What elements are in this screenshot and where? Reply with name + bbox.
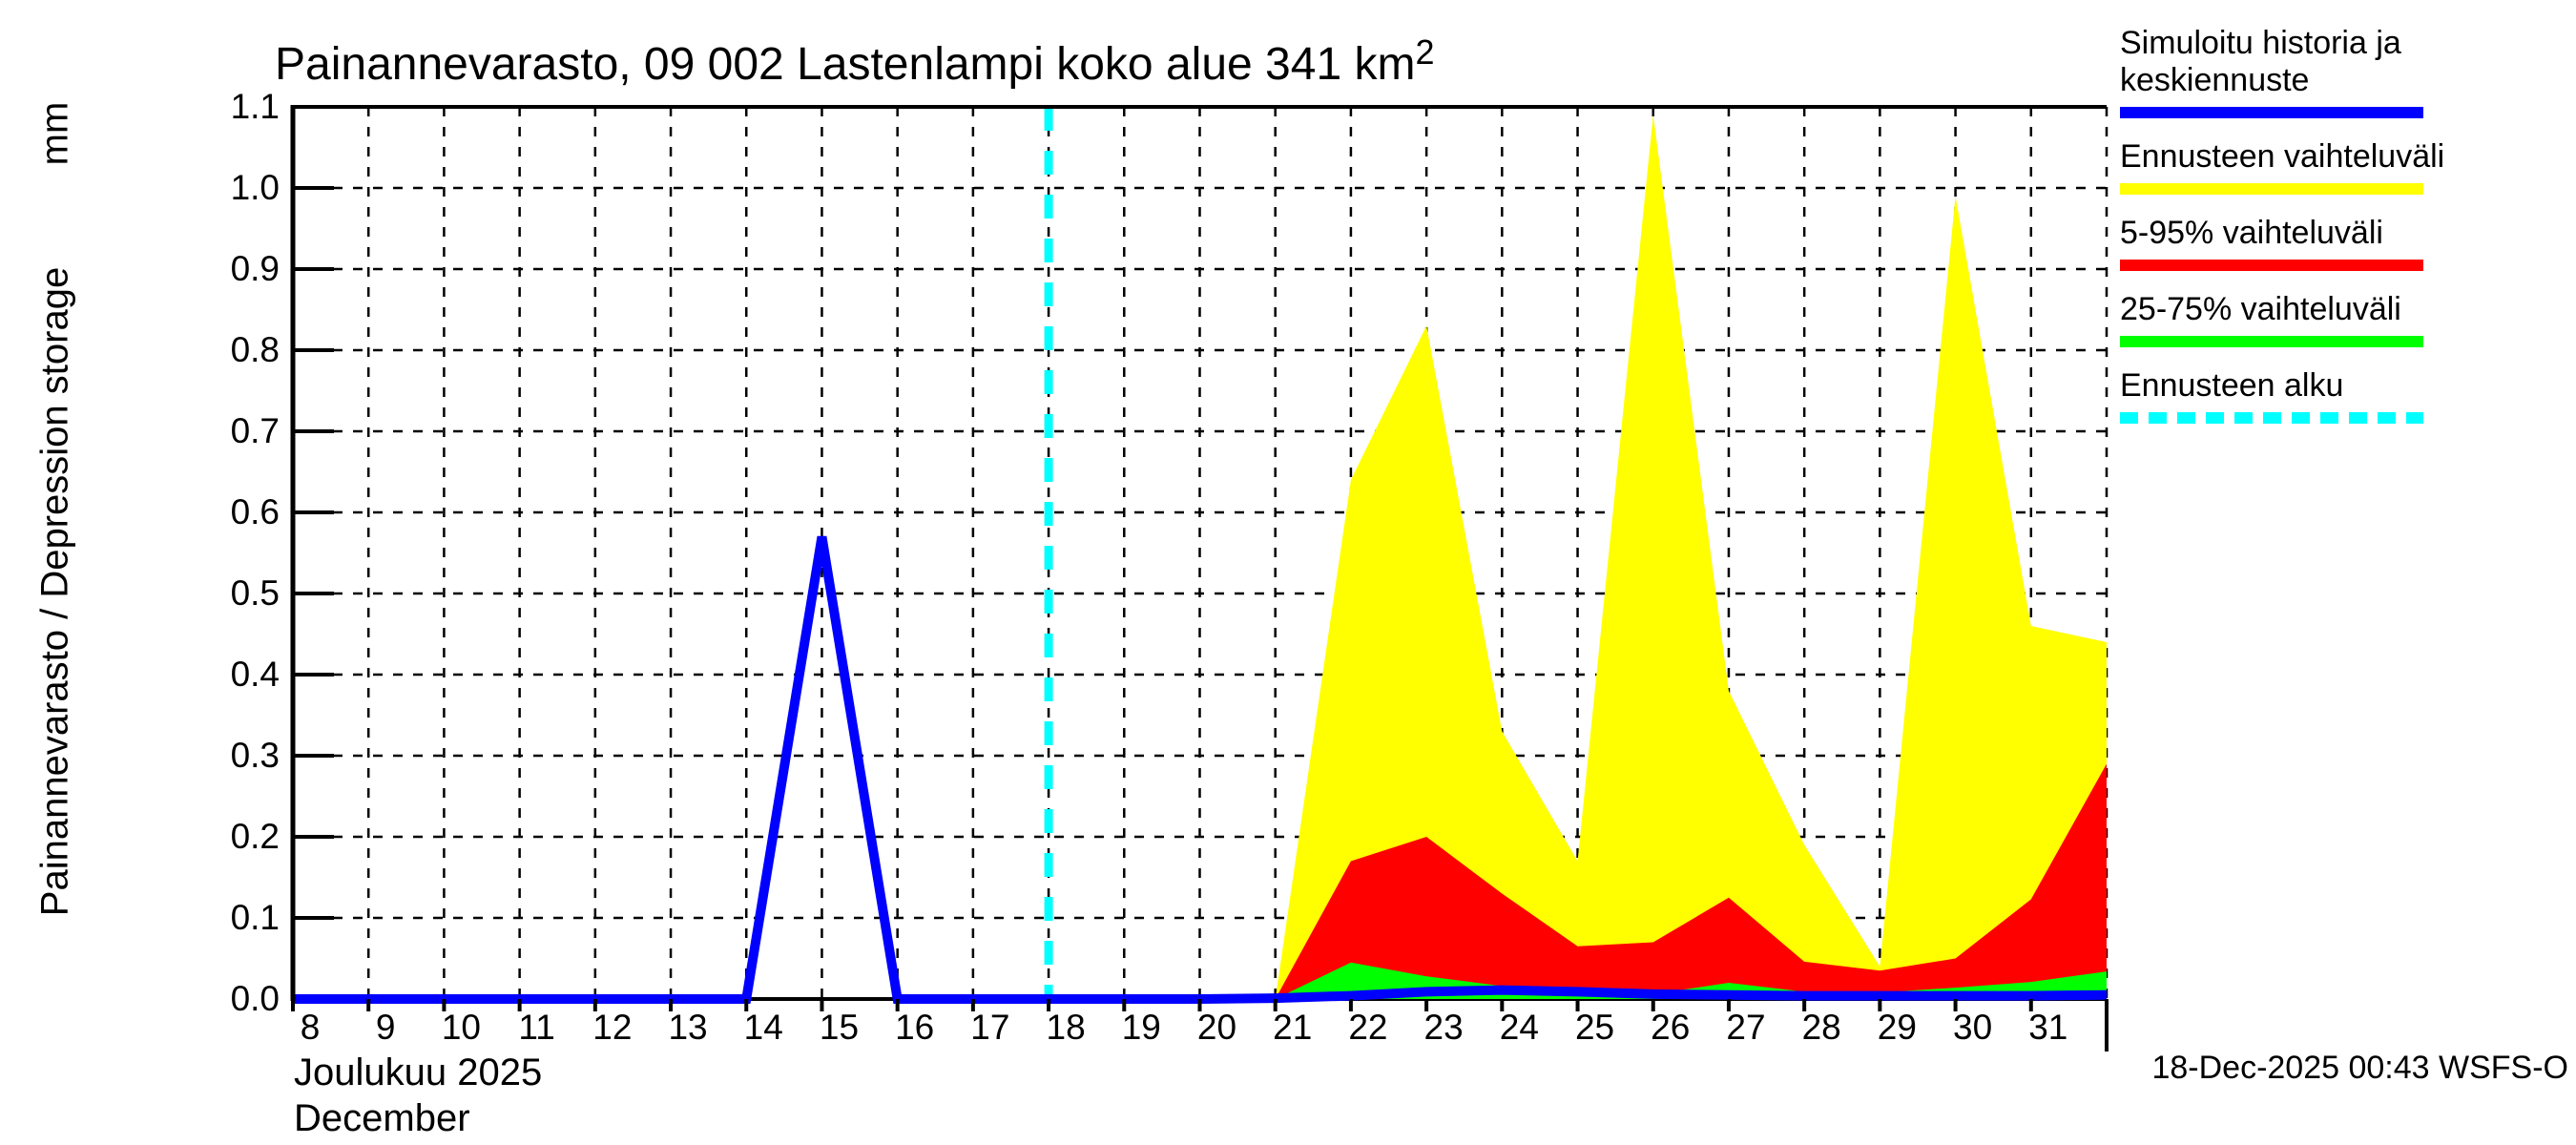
x-tick-label: 20 [1196, 1008, 1237, 1047]
x-tick-label: 24 [1499, 1008, 1539, 1047]
x-tick-label: 19 [1121, 1008, 1161, 1047]
legend-item-label: Ennusteen vaihteluväli [2120, 138, 2445, 175]
x-tick-label: 18 [1046, 1008, 1086, 1047]
x-tick-label: 8 [300, 1008, 321, 1047]
forecast-band [1275, 763, 2107, 999]
y-tick-label: 0.8 [230, 330, 280, 369]
legend-item-label: Ennusteen alku [2120, 367, 2344, 404]
y-tick-label: 1.1 [230, 87, 280, 126]
y-tick-label: 0.0 [230, 979, 280, 1018]
legend-item-label: 5-95% vaihteluväli [2120, 215, 2383, 251]
y-tick-label: 0.7 [230, 411, 280, 450]
x-tick-label: 16 [895, 1008, 935, 1047]
legend-swatch-line [2120, 107, 2423, 118]
page-title-text: Painannevarasto, 09 002 Lastenlampi koko… [275, 39, 1416, 90]
x-tick-label: 15 [819, 1008, 860, 1047]
legend-item-label: Simuloitu historia ja keskiennuste [2120, 25, 2401, 98]
x-tick-label: 17 [970, 1008, 1010, 1047]
legend-swatch-line [2120, 260, 2423, 271]
x-tick-label: 29 [1877, 1008, 1917, 1047]
x-tick-label: 31 [2028, 1008, 2068, 1047]
x-tick-label: 22 [1348, 1008, 1388, 1047]
y-tick-label: 1.0 [230, 168, 280, 207]
x-axis-month-finnish: Joulukuu 2025 [294, 1051, 543, 1093]
x-tick-label: 11 [518, 1008, 555, 1047]
forecast-band [1275, 114, 2107, 999]
y-tick-label: 0.2 [230, 817, 280, 856]
x-tick-label: 23 [1423, 1008, 1464, 1047]
x-tick-label: 25 [1574, 1008, 1615, 1047]
x-tick-label: 10 [441, 1008, 481, 1047]
page-title: Painannevarasto, 09 002 Lastenlampi koko… [275, 32, 1434, 91]
y-tick-label: 0.4 [230, 655, 280, 694]
legend-swatch-dashed-line [2120, 412, 2423, 424]
x-tick-label: 30 [1953, 1008, 1993, 1047]
x-tick-label: 28 [1801, 1008, 1841, 1047]
x-tick-label: 9 [375, 1008, 396, 1047]
y-tick-label: 0.3 [230, 736, 280, 775]
x-tick-label: 21 [1273, 1008, 1313, 1047]
x-tick-label: 14 [743, 1008, 783, 1047]
x-tick-label: 13 [668, 1008, 708, 1047]
chart-timestamp: 18-Dec-2025 00:43 WSFS-O [2151, 1050, 2568, 1086]
page-title-exponent: 2 [1415, 32, 1435, 72]
legend-swatch-line [2120, 183, 2423, 195]
y-tick-label: 0.1 [230, 898, 280, 937]
x-tick-label: 27 [1726, 1008, 1766, 1047]
y-tick-label: 0.5 [230, 573, 280, 613]
legend-item-label: 25-75% vaihteluväli [2120, 291, 2401, 327]
y-tick-label: 0.9 [230, 249, 280, 288]
y-tick-label: 0.6 [230, 492, 280, 531]
x-tick-label: 26 [1651, 1008, 1691, 1047]
x-axis-month-english: December [294, 1097, 470, 1139]
legend: Simuloitu historia ja keskiennuste Ennust… [2120, 25, 2572, 444]
x-tick-label: 12 [592, 1008, 633, 1047]
legend-swatch-line [2120, 336, 2423, 347]
